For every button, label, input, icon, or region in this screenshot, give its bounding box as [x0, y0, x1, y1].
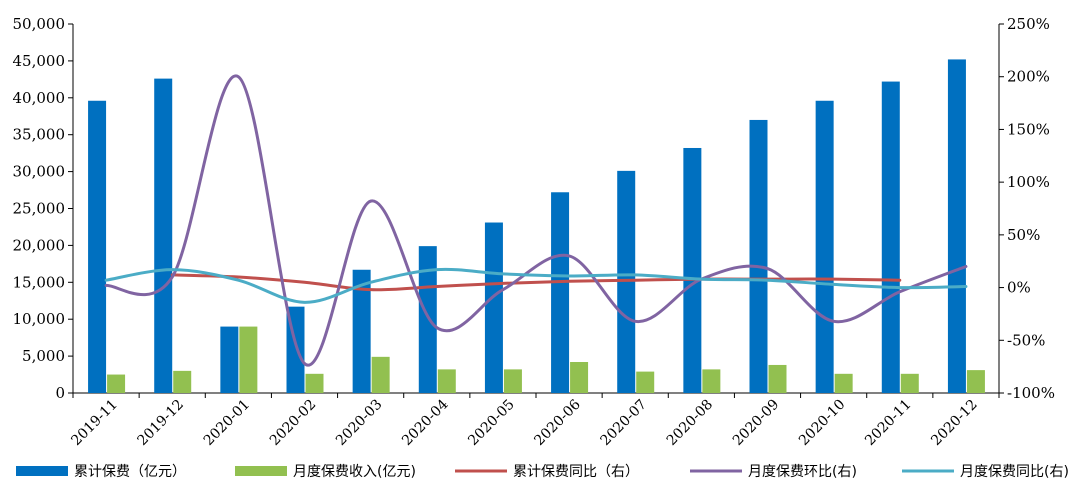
monthly-yoy-line [104, 267, 968, 304]
right-tick-label: 50% [1007, 226, 1040, 244]
legend-label: 累计保费（亿元） [74, 464, 186, 480]
right-tick-label: 0% [1007, 279, 1031, 297]
right-tick-label: 250% [1007, 15, 1050, 33]
legend-monthly-premium: 月度保费收入(亿元) [235, 464, 416, 480]
left-tick-label: 15,000 [13, 273, 66, 291]
left-tick-label: 25,000 [13, 200, 66, 218]
legend-swatch [16, 466, 68, 476]
monthly-premium-bar [107, 374, 126, 393]
monthly-mom-line [104, 74, 968, 367]
x-tick-labels: 2019-11 2019-12 2020-01 2020-02 2020-03 2020-… [68, 396, 980, 449]
cumulative-premium-bar [815, 100, 834, 393]
cumulative-premium-bar [418, 246, 437, 393]
monthly-premium-bar [570, 362, 589, 393]
left-tick-label: 10,000 [13, 310, 66, 328]
cumulative-premium-bar [749, 119, 768, 393]
monthly-premium-bar [834, 373, 853, 393]
right-tick-label: 100% [1007, 173, 1050, 191]
left-tick-label: 40,000 [13, 89, 66, 107]
x-tick-label: 2020-03 [333, 397, 385, 449]
x-tick-label: 2020-02 [267, 397, 319, 449]
x-tick-label: 2020-11 [862, 397, 914, 449]
x-tick-label: 2020-12 [928, 397, 980, 449]
monthly-premium-bar [437, 369, 456, 393]
legend-label: 月度保费收入(亿元) [293, 464, 416, 480]
legend-label: 月度保费环比(右) [748, 464, 857, 480]
left-tick-label: 5,000 [22, 347, 65, 365]
monthly-premium-bar [239, 326, 258, 393]
monthly-premium-bar [503, 369, 522, 393]
cumulative-premium-bar [947, 59, 966, 393]
legend-swatch [235, 466, 287, 476]
x-tick-label: 2020-10 [796, 397, 848, 449]
chart-legend: 累计保费（亿元） 月度保费收入(亿元) 累计保费同比（右） 月度保费环比(右) 月度保费… [16, 464, 1069, 480]
cumulative-premium-bar [220, 326, 239, 393]
legend-monthly-mom: 月度保费环比(右) [690, 464, 857, 480]
x-tick-label: 2020-06 [531, 396, 584, 449]
left-tick-label: 45,000 [13, 52, 66, 70]
legend-monthly-yoy: 月度保费同比(右) [902, 464, 1069, 480]
cumulative-premium-bar [88, 100, 107, 393]
legend-label: 月度保费同比(右) [960, 464, 1069, 480]
monthly-premium-bar [371, 356, 390, 393]
cumulative-premium-bar [484, 222, 503, 393]
right-tick-label: 150% [1007, 120, 1050, 138]
cumulative-premium-bar [551, 192, 570, 393]
monthly-premium-bar [966, 370, 985, 393]
monthly-premium-bar [636, 371, 655, 393]
cumulative-premium-bar [154, 78, 173, 393]
cumulative-premium-bar [617, 170, 636, 393]
chart-axes: 0 5,000 10,000 15,000 20,000 25,000 30,000 35,0… [13, 15, 1055, 402]
x-tick-label: 2020-08 [664, 397, 716, 449]
right-tick-label: -100% [1007, 384, 1055, 402]
cumulative-premium-bar [352, 269, 371, 393]
monthly-premium-bar [702, 369, 721, 393]
monthly-premium-bar [305, 373, 324, 393]
left-tick-label: 35,000 [13, 126, 66, 144]
right-tick-label: -50% [1007, 331, 1045, 349]
legend-cumulative-premium: 累计保费（亿元） [16, 464, 186, 480]
left-tick-label: 20,000 [13, 236, 66, 254]
monthly-premium-bar [173, 370, 192, 393]
right-tick-label: 200% [1007, 68, 1050, 86]
monthly-premium-bar [900, 373, 919, 393]
cumulative-premium-bar [683, 147, 702, 393]
left-tick-label: 50,000 [13, 15, 66, 33]
x-tick-label: 2020-09 [730, 397, 782, 449]
x-tick-label: 2020-05 [465, 397, 517, 449]
x-tick-label: 2020-01 [201, 397, 253, 449]
monthly-premium-bar [768, 364, 787, 393]
chart-bars [88, 59, 985, 394]
legend-cumulative-yoy: 累计保费同比（右） [455, 464, 639, 480]
x-tick-label: 2020-07 [598, 397, 650, 449]
cumulative-premium-bar [881, 81, 900, 394]
x-tick-label: 2019-12 [135, 397, 187, 449]
left-tick-label: 30,000 [13, 163, 66, 181]
left-tick-label: 0 [55, 384, 65, 402]
legend-label: 累计保费同比（右） [513, 464, 639, 480]
x-tick-label: 2019-11 [68, 397, 120, 449]
chart-lines [104, 74, 968, 367]
x-tick-label: 2020-04 [399, 396, 452, 449]
